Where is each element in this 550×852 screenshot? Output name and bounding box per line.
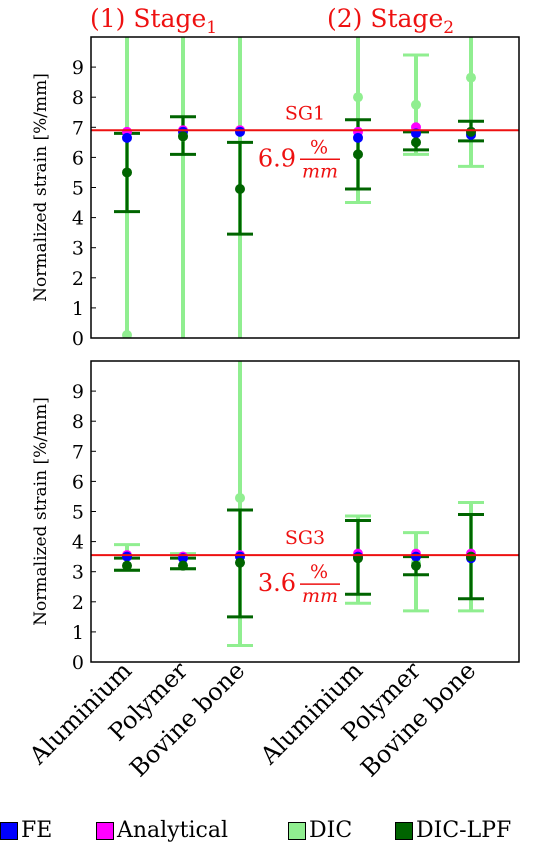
- stage-subscript: 1: [206, 18, 217, 38]
- data-group: [114, 37, 484, 338]
- dic-lpf-point: [411, 137, 421, 148]
- y-tick-label: 6: [72, 471, 84, 493]
- y-tick-label: 0: [72, 328, 84, 350]
- dic-lpf-point: [178, 131, 188, 142]
- fe-point: [353, 132, 363, 143]
- y-tick-label: 5: [72, 502, 84, 524]
- y-tick-label: 8: [72, 411, 84, 433]
- legend-item-analytical: Analytical: [96, 818, 228, 843]
- dic-lpf-point: [122, 560, 132, 571]
- dic-lpf-point: [235, 184, 245, 195]
- dic-point: [353, 92, 363, 103]
- fe-point: [411, 551, 421, 562]
- y-tick-label: 4: [72, 208, 84, 230]
- legend-item-fe: FE: [0, 818, 52, 843]
- dic-point: [466, 72, 476, 83]
- dic-lpf-point: [411, 560, 421, 571]
- reference-unit-num: %: [310, 561, 328, 583]
- dic-lpf-point: [235, 557, 245, 568]
- legend-swatch: [395, 821, 413, 840]
- chart: 0 1 2 3 4 5 6 7 8 9 Normalized strain [%/mm] SG1 6.9…: [23, 4, 520, 782]
- reference-name: SG1: [285, 102, 325, 124]
- fe-point: [122, 551, 132, 562]
- legend-label: DIC-LPF: [416, 818, 512, 843]
- dic-lpf-point: [466, 126, 476, 137]
- y-tick-label: 1: [72, 298, 84, 320]
- stage-label: (2) Stage2: [327, 4, 454, 38]
- data-group: [114, 361, 484, 647]
- y-tick-label: 9: [72, 57, 84, 79]
- dic-lpf-point: [178, 560, 188, 571]
- y-tick-label: 2: [72, 592, 84, 614]
- reference-unit-num: %: [310, 136, 328, 158]
- dic-point: [122, 329, 132, 338]
- legend-swatch: [288, 821, 306, 840]
- reference-value: 3.6: [258, 569, 296, 597]
- dic-lpf-point: [122, 167, 132, 178]
- y-axis-label: Normalized strain [%/mm]: [31, 397, 51, 626]
- y-tick-label: 6: [72, 147, 84, 169]
- plot-frame: [90, 36, 520, 339]
- reference-unit-den: mm: [302, 160, 338, 182]
- fe-point: [122, 132, 132, 143]
- stage-subscript: 2: [443, 18, 454, 38]
- panel-2: 0 1 2 3 4 5 6 7 8 9 Normalized strain [%/mm] SG3 3.6…: [31, 360, 520, 674]
- dic-lpf-point: [466, 551, 476, 562]
- legend-item-dic: DIC: [288, 818, 352, 843]
- y-axis-label: Normalized strain [%/mm]: [31, 73, 51, 302]
- y-tick-label: 8: [72, 87, 84, 109]
- y-tick-label: 9: [72, 381, 84, 403]
- legend-swatch: [96, 821, 114, 840]
- y-tick-label: 5: [72, 178, 84, 200]
- y-tick-label: 1: [72, 622, 84, 644]
- reference-name: SG3: [285, 527, 325, 549]
- legend-label: DIC: [309, 818, 353, 843]
- legend-item-dic-lpf: DIC-LPF: [395, 818, 511, 843]
- reference-unit-den: mm: [302, 585, 338, 607]
- y-tick-label: 2: [72, 268, 84, 290]
- legend: FE Analytical DIC DIC-LPF: [0, 814, 550, 850]
- fe-point: [235, 126, 245, 137]
- stage-label: (1) Stage1: [90, 4, 217, 38]
- y-tick-label: 3: [72, 562, 84, 584]
- dic-lpf-point: [353, 149, 363, 160]
- dic-point: [411, 99, 421, 110]
- dic-point: [235, 492, 245, 503]
- y-tick-label: 7: [72, 441, 84, 463]
- legend-swatch: [0, 821, 18, 840]
- plot-frame: [90, 360, 520, 663]
- y-tick-label: 3: [72, 238, 84, 260]
- legend-label: FE: [21, 818, 53, 843]
- y-tick-label: 4: [72, 532, 84, 554]
- reference-value: 6.9: [258, 144, 296, 172]
- panel-1: 0 1 2 3 4 5 6 7 8 9 Normalized strain [%/mm] SG1 6.9…: [31, 36, 520, 350]
- y-tick-label: 0: [72, 652, 84, 674]
- legend-label: Analytical: [117, 818, 228, 843]
- y-tick-label: 7: [72, 117, 84, 139]
